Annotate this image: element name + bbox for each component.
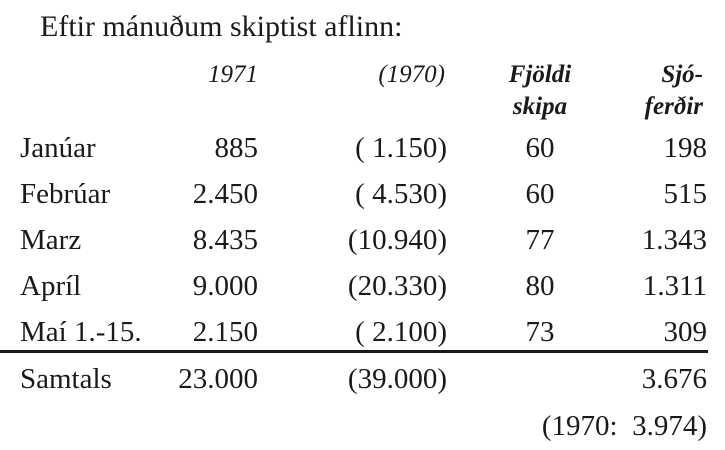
catch-1970: ( 1.150)	[355, 132, 447, 164]
header-1970: (1970)	[378, 61, 445, 88]
month-label: Febrúar	[20, 178, 111, 210]
total-1970-trips-note: (1970: 3.974)	[541, 410, 707, 442]
ship-count: 73	[525, 316, 555, 348]
month-label: Marz	[20, 224, 82, 256]
trip-count: 1.311	[642, 270, 707, 302]
total-trips: 3.676	[641, 363, 707, 395]
catch-1971: 2.150	[192, 316, 258, 348]
catch-1970: ( 2.100)	[355, 316, 447, 348]
trip-count: 309	[663, 316, 708, 348]
total-1970: (39.000)	[347, 363, 447, 395]
page-title: Eftir mánuðum skiptist aflinn:	[40, 10, 403, 43]
header-trips-line1: Sjó-	[661, 61, 703, 88]
total-label: Samtals	[20, 363, 112, 395]
catch-1970: (10.940)	[347, 224, 447, 256]
month-label: Maí 1.-15.	[20, 316, 142, 348]
ship-count: 80	[525, 270, 555, 302]
ship-count: 60	[525, 178, 555, 210]
catch-1971: 2.450	[192, 178, 258, 210]
header-trips-line2: ferðir	[644, 93, 703, 120]
trip-count: 198	[663, 132, 708, 164]
total-1971: 23.000	[178, 363, 258, 395]
ship-count: 60	[525, 132, 555, 164]
catch-1970: ( 4.530)	[355, 178, 447, 210]
header-ships-line1: Fjöldi	[508, 61, 572, 88]
month-label: Janúar	[20, 132, 96, 164]
trip-count: 1.343	[641, 224, 707, 256]
trip-count: 515	[663, 178, 708, 210]
catch-1971: 9.000	[192, 270, 258, 302]
month-label: Apríl	[20, 270, 82, 302]
ship-count: 77	[525, 224, 555, 256]
catch-1971: 885	[214, 132, 259, 164]
catch-1971: 8.435	[192, 224, 258, 256]
header-1971: 1971	[208, 61, 258, 88]
catch-1970: (20.330)	[347, 270, 447, 302]
total-divider	[0, 350, 708, 353]
header-ships-line2: skipa	[512, 93, 568, 120]
